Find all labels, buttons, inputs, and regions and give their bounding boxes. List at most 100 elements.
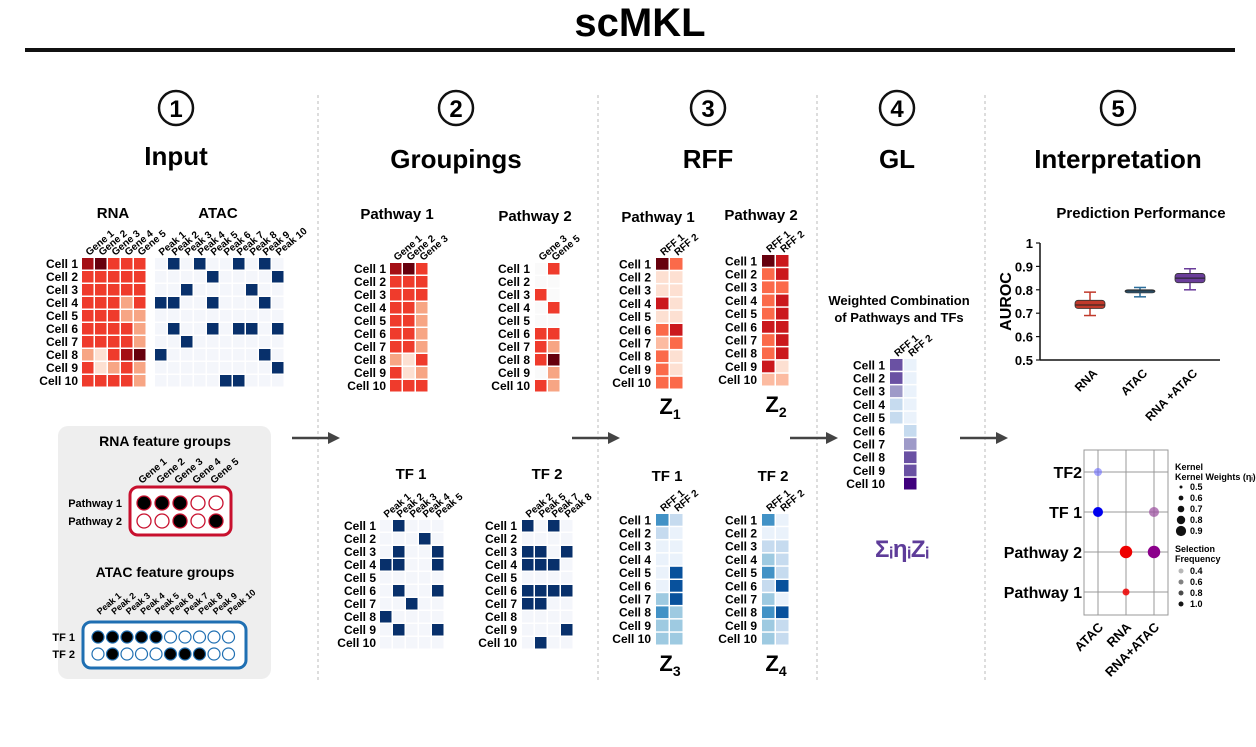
gl-heatmap-cell: [890, 425, 903, 437]
cell-label: Cell 3: [725, 281, 757, 295]
cell-label: Cell 4: [498, 301, 530, 315]
grouping-tf-1-cell: [380, 624, 392, 636]
grouping-tf-1-cell: [393, 533, 405, 545]
grouping-pathway-1-cell: [416, 263, 428, 275]
rna-heatmap-cell: [134, 258, 146, 270]
grouping-pathway-2-cell: [535, 276, 547, 288]
atac-heatmap-cell: [272, 310, 284, 322]
grouping-pathway-1-cell: [390, 328, 402, 340]
cell-label: Cell 8: [725, 347, 757, 361]
atac-group-dot: [105, 630, 120, 644]
grouping-pathway-1-cell: [403, 328, 415, 340]
gl-heatmap-cell: [890, 451, 903, 464]
step-number: 3: [701, 96, 714, 123]
atac-heatmap-cell: [259, 336, 271, 348]
rna-heatmap-cell: [134, 323, 146, 335]
cell-label: Cell 10: [347, 379, 386, 393]
cell-label: Cell 9: [46, 361, 78, 375]
rna-group-dot: [154, 513, 170, 529]
atac-heatmap-cell: [220, 310, 232, 322]
rff-pathway-1-cell: [670, 271, 683, 283]
dotplot-dot: [1149, 507, 1159, 517]
rff-tf-1-cell: [656, 619, 669, 632]
cell-label: Cell 5: [725, 307, 757, 321]
rff-pathway-1-z-subscript: 1: [673, 406, 681, 422]
rna-group-dot: [208, 495, 224, 511]
rff-pathway-1-z-label: Z1: [659, 394, 680, 422]
cell-label: Cell 6: [344, 584, 376, 598]
atac-heatmap-cell: [181, 336, 193, 348]
atac-heatmap-cell: [246, 362, 258, 374]
cell-label: Cell 4: [619, 553, 651, 567]
grouping-tf-1-cell: [380, 546, 392, 558]
rff-pathway-2-cell: [762, 294, 775, 307]
legend-weight-value: 0.7: [1190, 504, 1203, 514]
rna-heatmap-cell: [108, 258, 120, 270]
rff-tf-2-cell: [762, 566, 775, 579]
rna-heatmap-cell: [134, 336, 146, 348]
legend-weight-value: 0.8: [1190, 515, 1203, 525]
grouping-tf-1-cell: [380, 533, 392, 545]
grouping-pathway-1-cell: [403, 354, 415, 366]
grouping-pathway-1-cell: [390, 354, 402, 366]
gl-heatmap-cell: [904, 398, 917, 411]
gl-heatmap-cell: [890, 398, 903, 411]
atac-heatmap-cell: [168, 310, 180, 322]
rff-tf-2-cell: [762, 606, 775, 619]
grouping-tf-1-cell: [406, 624, 418, 636]
atac-heatmap-cell: [259, 258, 271, 270]
rna-heatmap-cell: [82, 323, 94, 335]
rff-tf-2-title: TF 2: [758, 468, 789, 485]
cell-label: Cell 1: [344, 519, 376, 533]
atac-group-dot: [149, 647, 163, 661]
rff-tf-2-z-subscript: 4: [779, 663, 787, 679]
grouping-pathway-2-cell: [535, 328, 547, 340]
grouping-tf-1-cell: [419, 559, 431, 571]
atac-heatmap-cell: [246, 258, 258, 270]
legend-weight-dot: [1179, 485, 1183, 489]
rna-heatmap-cell: [134, 375, 146, 387]
atac-heatmap-cell: [168, 271, 180, 283]
grouping-tf-2-cell: [522, 559, 534, 571]
grouping-tf-1-cell: [406, 611, 418, 623]
atac-heatmap-cell: [194, 271, 206, 283]
atac-group-dot: [192, 630, 207, 644]
cell-label: Cell 1: [619, 513, 651, 527]
legend-freq-dot: [1178, 590, 1184, 596]
rff-tf-1-cell: [670, 527, 683, 539]
grouping-tf-1-cell: [406, 585, 418, 597]
rna-heatmap-cell: [121, 349, 133, 361]
atac-heatmap-cell: [259, 349, 271, 361]
rff-pathway-2-z-subscript: 2: [779, 404, 787, 420]
atac-heatmap-cell: [246, 349, 258, 361]
grouping-tf-1-cell: [419, 520, 431, 532]
cell-label: Cell 10: [718, 632, 757, 646]
grouping-pathway-1-cell: [416, 354, 428, 366]
rna-heatmap-cell: [95, 271, 107, 283]
rff-pathway-2-cell: [776, 281, 789, 294]
grouping-tf-2-cell: [535, 559, 547, 571]
atac-group-dot: [120, 647, 134, 661]
grouping-pathway-1-cell: [416, 341, 428, 353]
atac-heatmap-cell: [220, 375, 232, 387]
rff-tf-1-z-label: Z3: [659, 651, 680, 679]
rff-pathway-1-cell: [670, 258, 683, 270]
grouping-tf-2-cell: [522, 598, 534, 610]
atac-heatmap-cell: [207, 362, 219, 374]
rna-group-dot: [190, 495, 206, 511]
grouping-tf-1-cell: [432, 637, 444, 649]
atac-heatmap-cell: [220, 258, 232, 270]
legend-freq-dot: [1178, 579, 1184, 585]
grouping-tf-1-cell: [406, 598, 418, 610]
rff-pathway-1-cell: [670, 350, 683, 363]
cell-label: Cell 8: [354, 353, 386, 367]
rna-heatmap-cell: [82, 349, 94, 361]
grouping-tf-1-cell: [432, 572, 444, 584]
cell-label: Cell 1: [498, 262, 530, 276]
legend-freq-value: 0.8: [1190, 588, 1203, 598]
grouping-pathway-1-cell: [403, 341, 415, 353]
atac-heatmap-cell: [207, 375, 219, 387]
atac-heatmap-cell: [155, 323, 167, 335]
rff-tf-2-cell: [762, 593, 775, 605]
